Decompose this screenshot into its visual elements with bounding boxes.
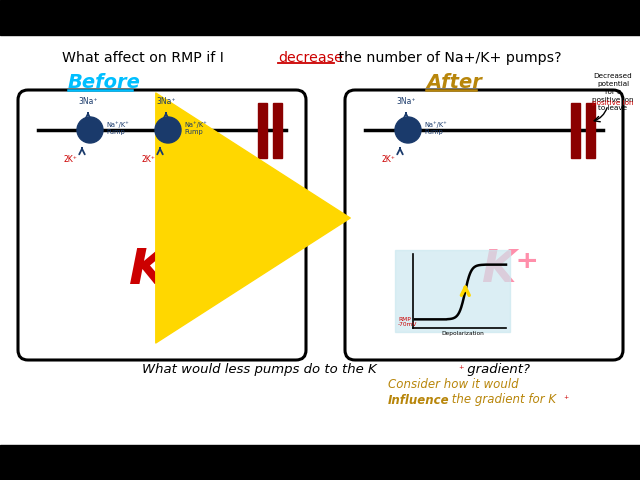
Text: K⁺: K⁺: [129, 246, 195, 294]
Text: 2K⁺: 2K⁺: [381, 155, 395, 164]
Circle shape: [155, 117, 181, 143]
Text: 3Na⁺: 3Na⁺: [396, 96, 416, 106]
Text: After: After: [426, 73, 482, 93]
Text: Before: Before: [68, 73, 141, 93]
Text: the number of Na+/K+ pumps?: the number of Na+/K+ pumps?: [334, 51, 562, 65]
Bar: [0, 0, 640, 35]
Text: 2K⁺: 2K⁺: [141, 155, 155, 164]
Text: ⁺: ⁺: [458, 365, 463, 375]
Bar: [586, 103, 595, 158]
Text: What would less pumps do to the K: What would less pumps do to the K: [142, 363, 377, 376]
Text: Influence: Influence: [388, 394, 450, 407]
Text: 3Na⁺: 3Na⁺: [78, 96, 98, 106]
FancyBboxPatch shape: [345, 90, 623, 360]
FancyBboxPatch shape: [18, 90, 306, 360]
Text: Consider how it would: Consider how it would: [388, 379, 518, 392]
Bar: [273, 103, 282, 158]
Text: What affect on RMP if I: What affect on RMP if I: [62, 51, 228, 65]
Text: the gradient for K: the gradient for K: [448, 394, 556, 407]
Bar: [0, 35, 640, 445]
Text: positive ion: positive ion: [592, 100, 634, 106]
Bar: [571, 103, 580, 158]
Text: Depolarization: Depolarization: [442, 331, 484, 336]
Bar: [258, 103, 267, 158]
Bar: [395, 250, 510, 332]
Text: Na⁺/K⁺
Pump: Na⁺/K⁺ Pump: [424, 121, 447, 135]
Text: decrease: decrease: [278, 51, 343, 65]
Text: 3Na⁺: 3Na⁺: [156, 96, 176, 106]
Text: 2K⁺: 2K⁺: [63, 155, 77, 164]
Text: Na⁺/K⁺
Pump: Na⁺/K⁺ Pump: [106, 121, 129, 135]
Circle shape: [77, 117, 103, 143]
Text: Na⁺/K⁺
Pump: Na⁺/K⁺ Pump: [184, 121, 207, 135]
Circle shape: [395, 117, 421, 143]
Text: gradient?: gradient?: [463, 363, 530, 376]
Text: RMP
-70mV: RMP -70mV: [398, 317, 417, 327]
Text: Decreased
potential
for a
positive ion
to leave: Decreased potential for a positive ion t…: [592, 73, 634, 111]
Text: ⁺: ⁺: [563, 395, 568, 405]
Bar: [0, 445, 640, 480]
Text: K⁺: K⁺: [481, 249, 539, 291]
